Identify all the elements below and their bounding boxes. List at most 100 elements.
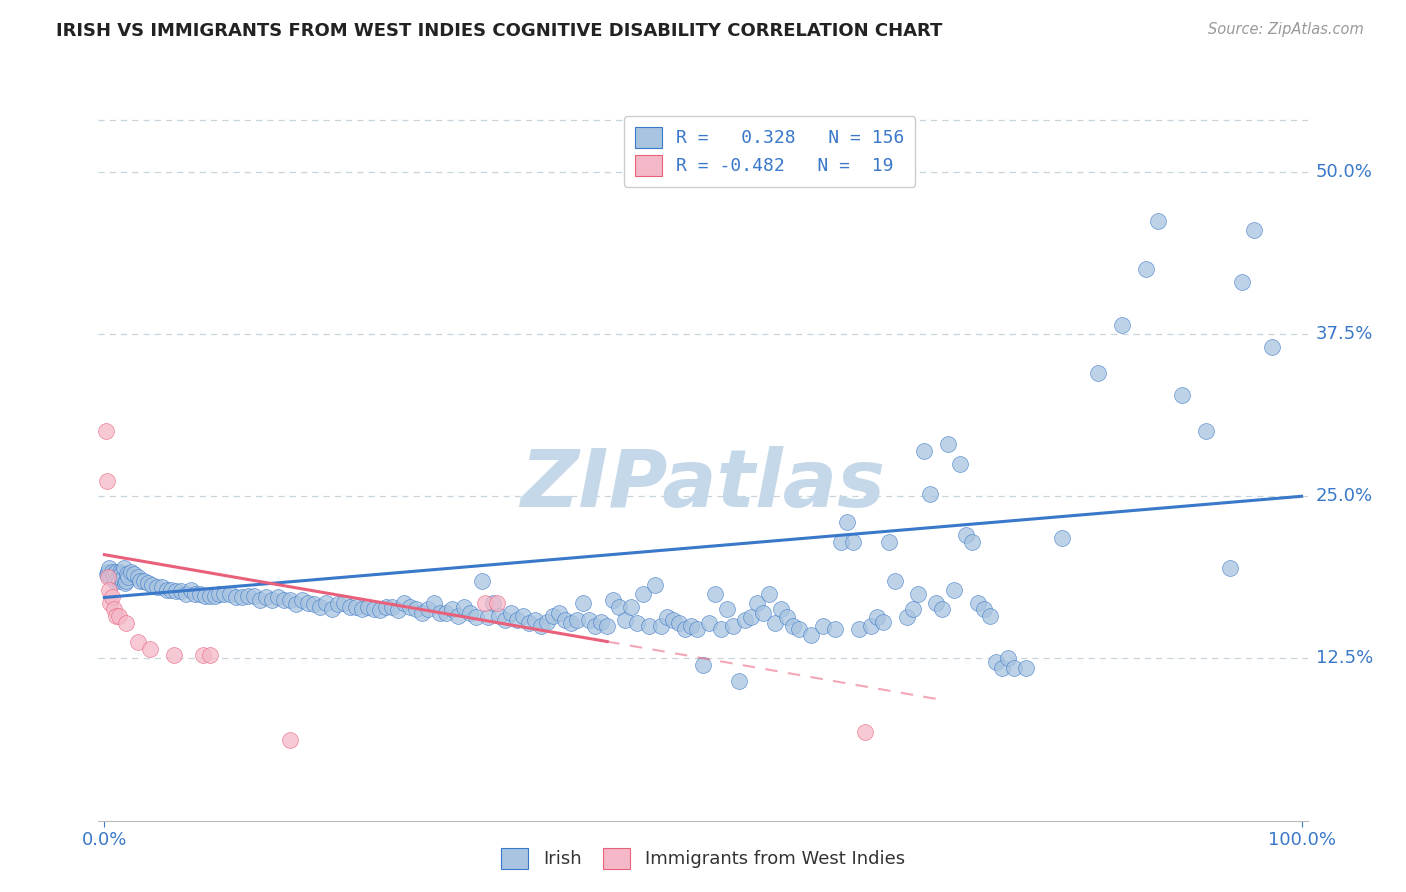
Point [374, 599, 396, 614]
Point [1111, 318, 1133, 332]
Text: Source: ZipAtlas.com: Source: ZipAtlas.com [1208, 22, 1364, 37]
Point [1015, 660, 1038, 674]
Point [127, 570, 149, 584]
Point [120, 565, 142, 579]
Point [752, 606, 775, 620]
Point [740, 610, 762, 624]
Point [434, 606, 457, 620]
Point [405, 602, 427, 616]
Point [614, 613, 637, 627]
Text: IRISH VS IMMIGRANTS FROM WEST INDIES COGNITIVE DISABILITY CORRELATION CHART: IRISH VS IMMIGRANTS FROM WEST INDIES COG… [56, 22, 942, 40]
Point [506, 613, 529, 627]
Point [800, 628, 823, 642]
Point [554, 613, 576, 627]
Point [859, 619, 882, 633]
Point [543, 608, 565, 623]
Point [100, 596, 122, 610]
Point [212, 586, 235, 600]
Point [638, 619, 661, 633]
Point [865, 610, 887, 624]
Point [512, 608, 534, 623]
Point [920, 486, 942, 500]
Point [482, 596, 505, 610]
Point [955, 528, 977, 542]
Point [524, 613, 547, 627]
Point [477, 610, 499, 624]
Point [835, 515, 858, 529]
Point [302, 597, 325, 611]
Point [357, 599, 380, 614]
Point [225, 591, 247, 605]
Point [620, 599, 643, 614]
Point [1135, 262, 1157, 277]
Point [105, 608, 128, 623]
Point [692, 657, 714, 672]
Point [381, 599, 404, 614]
Point [464, 610, 486, 624]
Point [108, 565, 131, 579]
Point [914, 443, 936, 458]
Point [578, 613, 600, 627]
Point [150, 580, 173, 594]
Point [1230, 275, 1253, 289]
Point [883, 574, 905, 588]
Point [986, 656, 1008, 670]
Point [1219, 560, 1241, 574]
Point [453, 599, 475, 614]
Point [174, 586, 197, 600]
Point [101, 570, 124, 584]
Point [607, 599, 630, 614]
Text: ZIPatlas: ZIPatlas [520, 446, 886, 524]
Point [398, 599, 420, 614]
Point [734, 613, 756, 627]
Point [344, 599, 367, 614]
Point [156, 582, 179, 597]
Point [644, 577, 666, 591]
Point [655, 610, 678, 624]
Point [94, 425, 117, 439]
Point [938, 437, 960, 451]
Point [315, 596, 337, 610]
Point [962, 534, 984, 549]
Point [129, 574, 152, 588]
Point [98, 560, 121, 574]
Point [745, 596, 768, 610]
Point [787, 622, 810, 636]
Text: 50.0%: 50.0% [1316, 163, 1372, 181]
Point [728, 673, 751, 688]
Point [339, 599, 361, 614]
Point [626, 616, 648, 631]
Point [100, 565, 122, 579]
Point [782, 619, 804, 633]
Point [841, 534, 863, 549]
Point [350, 602, 373, 616]
Point [973, 602, 995, 616]
Point [198, 589, 221, 603]
Point [758, 586, 780, 600]
Point [141, 577, 163, 591]
Point [572, 596, 595, 610]
Point [811, 619, 834, 633]
Point [278, 733, 301, 747]
Point [180, 582, 202, 597]
Point [446, 608, 468, 623]
Point [1171, 388, 1194, 402]
Point [853, 725, 876, 739]
Point [519, 616, 541, 631]
Point [877, 534, 900, 549]
Point [112, 560, 135, 574]
Point [100, 570, 122, 584]
Point [429, 606, 451, 620]
Text: 12.5%: 12.5% [1316, 649, 1374, 667]
Point [219, 586, 242, 600]
Point [931, 602, 953, 616]
Point [191, 648, 214, 662]
Point [848, 622, 870, 636]
Point [1087, 366, 1109, 380]
Point [132, 574, 155, 588]
Point [321, 602, 343, 616]
Point [943, 582, 966, 597]
Point [979, 608, 1001, 623]
Point [560, 616, 582, 631]
Point [97, 570, 120, 584]
